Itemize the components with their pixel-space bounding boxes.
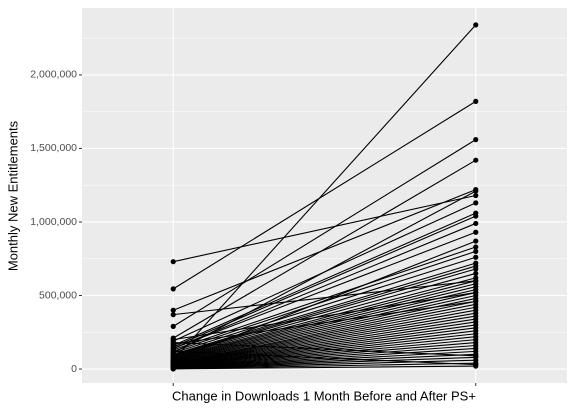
point xyxy=(473,266,479,272)
slope-line xyxy=(173,359,476,370)
point xyxy=(473,270,479,277)
slope-line xyxy=(173,300,476,364)
slope-line xyxy=(173,215,476,348)
x-axis-title: Change in Downloads 1 Month Before and A… xyxy=(172,388,476,403)
point xyxy=(170,307,176,313)
point xyxy=(170,323,176,329)
point xyxy=(473,192,479,199)
point xyxy=(170,345,176,352)
slope-line xyxy=(173,321,476,367)
slope-line xyxy=(173,342,476,369)
slope-line xyxy=(173,246,476,351)
slope-line xyxy=(173,318,476,366)
y-tick-label: 1,000,000 xyxy=(30,216,77,228)
slope-line xyxy=(173,312,476,366)
slope-line xyxy=(173,324,476,367)
slope-line xyxy=(173,327,476,367)
y-tick-label: 2,000,000 xyxy=(30,69,77,81)
slope-line xyxy=(173,356,476,369)
point xyxy=(473,298,479,304)
slope-line xyxy=(173,277,476,358)
slope-line xyxy=(173,262,476,355)
point xyxy=(473,157,479,163)
point xyxy=(473,220,479,227)
slope-line xyxy=(173,300,476,345)
slope-line xyxy=(173,350,476,369)
slope-line xyxy=(173,231,476,349)
slope-line xyxy=(173,294,476,363)
y-tick-label: 0 xyxy=(71,363,77,375)
slope-line xyxy=(173,309,476,365)
point xyxy=(473,362,479,368)
slope-line xyxy=(173,268,476,357)
point xyxy=(473,248,479,254)
marks xyxy=(170,22,479,372)
y-axis-title: Monthly New Entitlements xyxy=(5,120,20,271)
slope-line xyxy=(173,336,476,368)
slope-line xyxy=(173,297,476,363)
point xyxy=(170,366,176,372)
slope-line xyxy=(173,365,476,370)
slope-line xyxy=(173,283,476,360)
point xyxy=(170,350,176,356)
point xyxy=(170,312,176,318)
slope-line xyxy=(173,292,476,362)
slope-line xyxy=(173,344,476,369)
point xyxy=(473,200,479,206)
slope-line xyxy=(173,350,476,366)
point xyxy=(170,357,176,363)
slope-line xyxy=(173,315,476,366)
point xyxy=(473,254,479,260)
grid xyxy=(82,8,567,383)
slope-line xyxy=(173,292,476,341)
slope-line xyxy=(173,240,476,361)
point xyxy=(473,238,479,244)
point xyxy=(473,98,479,104)
slope-line xyxy=(172,24,477,361)
point xyxy=(473,289,479,296)
slope-line xyxy=(173,250,476,352)
point xyxy=(473,229,479,235)
point xyxy=(473,244,479,250)
slope-line xyxy=(173,333,476,368)
y-tick-label: 500,000 xyxy=(39,289,77,301)
point xyxy=(473,188,479,194)
point xyxy=(473,353,479,359)
slope-line xyxy=(173,212,476,347)
point xyxy=(473,137,479,143)
slope-line xyxy=(172,100,477,290)
slope-line xyxy=(172,190,477,354)
slope-line xyxy=(173,353,476,369)
point xyxy=(473,213,479,219)
point xyxy=(473,22,479,28)
slope-line xyxy=(173,222,476,349)
slope-line xyxy=(173,306,476,365)
slope-line xyxy=(173,362,476,370)
point xyxy=(170,341,176,347)
slope-line xyxy=(173,339,476,369)
point xyxy=(170,286,176,292)
slope-line xyxy=(173,272,476,358)
slope-line xyxy=(173,194,476,263)
slope-line xyxy=(173,189,476,311)
y-tick-label: 1,500,000 xyxy=(30,142,77,154)
slope-line xyxy=(173,342,476,357)
point xyxy=(170,259,176,265)
point xyxy=(170,337,176,343)
slope-line xyxy=(172,139,477,327)
slope-line xyxy=(173,289,476,361)
slope-line xyxy=(172,159,477,339)
